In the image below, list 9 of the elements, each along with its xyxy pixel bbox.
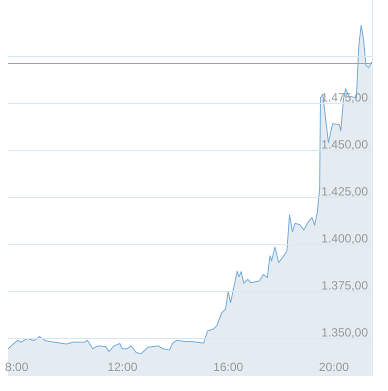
x-tick-label: 8:00 [5,360,29,374]
y-tick-label: 1.400,00 [321,231,368,246]
y-tick-label: 1.375,00 [321,278,368,292]
x-tick-label: 16:00 [213,360,244,374]
x-tick-label: 12:00 [107,360,138,374]
y-tick-label: 1.450,00 [321,137,368,152]
y-tick-label: 1.350,00 [321,325,368,340]
y-tick-label: 1.425,00 [321,184,368,198]
x-tick-label: 20:00 [318,360,350,374]
